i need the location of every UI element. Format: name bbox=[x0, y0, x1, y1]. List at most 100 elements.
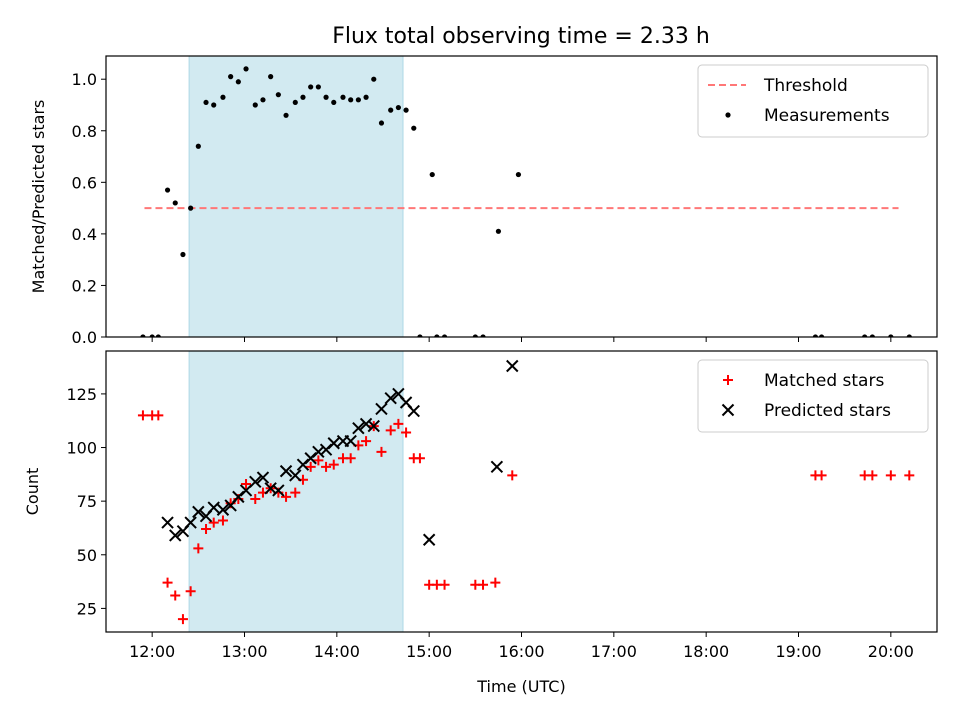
bottom-predicted-stars-point-6 bbox=[207, 501, 220, 514]
top-measurements-point-23 bbox=[323, 94, 329, 100]
bottom-predicted-stars-point-14 bbox=[272, 484, 285, 497]
bottom-matched-stars-point-19 bbox=[290, 487, 301, 498]
bottom-y-tick-label: 125 bbox=[66, 385, 97, 404]
top-measurements-point-24 bbox=[331, 99, 337, 106]
top-y-tick-label: 0.4 bbox=[72, 225, 97, 244]
top-measurements-point-19 bbox=[292, 99, 298, 106]
bottom-predicted-stars-point-11 bbox=[249, 475, 262, 489]
bottom-matched-stars-point-18 bbox=[281, 491, 292, 502]
top-measurements-point-45 bbox=[862, 334, 868, 337]
legend-predicted-stars-swatch bbox=[721, 403, 735, 417]
legend-label-matched-stars: Matched stars bbox=[764, 371, 884, 391]
bottom-matched-stars-point-2 bbox=[153, 410, 164, 421]
legend-label-threshold: Threshold bbox=[763, 76, 848, 96]
top-measurements-point-14 bbox=[252, 102, 258, 108]
top-measurements-point-36 bbox=[434, 334, 440, 337]
x-tick-label: 18:00 bbox=[683, 642, 729, 661]
top-measurements-point-35 bbox=[417, 334, 423, 337]
top-measurements-point-4 bbox=[172, 200, 178, 206]
bottom-legend: Matched stars Predicted stars bbox=[697, 359, 929, 433]
top-measurements-point-9 bbox=[211, 102, 217, 108]
bottom-matched-stars-point-44 bbox=[816, 470, 827, 481]
top-measurements-point-34 bbox=[411, 125, 417, 131]
bottom-matched-stars-point-7 bbox=[193, 543, 204, 554]
top-measurements-point-0 bbox=[140, 334, 146, 337]
bottom-matched-stars-point-8 bbox=[201, 524, 212, 535]
top-measurements-point-2 bbox=[155, 334, 161, 337]
legend-measurements-swatch bbox=[725, 112, 731, 118]
top-measurements-point-10 bbox=[220, 94, 226, 100]
bottom-matched-stars-point-13 bbox=[241, 478, 252, 489]
bottom-predicted-stars-point-33 bbox=[490, 460, 504, 474]
top-measurements-point-38 bbox=[472, 334, 478, 337]
x-tick-label: 17:00 bbox=[591, 642, 637, 661]
top-measurements-point-47 bbox=[888, 334, 894, 337]
top-measurements-point-33 bbox=[403, 107, 409, 113]
x-tick-label: 13:00 bbox=[221, 642, 267, 661]
top-measurements-point-42 bbox=[429, 171, 435, 178]
bottom-matched-stars-point-6 bbox=[185, 586, 196, 597]
x-tick-label: 19:00 bbox=[775, 642, 821, 661]
top-measurements-point-22 bbox=[315, 84, 321, 90]
top-measurements-point-15 bbox=[260, 97, 266, 103]
top-y-tick-label: 1.0 bbox=[72, 70, 97, 89]
top-measurements-point-13 bbox=[243, 66, 249, 72]
bottom-matched-stars-point-0 bbox=[137, 410, 148, 421]
bottom-predicted-stars-point-3 bbox=[184, 516, 197, 529]
top-measurements-point-7 bbox=[195, 143, 201, 149]
x-tick-label: 15:00 bbox=[406, 642, 452, 661]
top-measurements-point-28 bbox=[363, 94, 369, 100]
bottom-predicted-stars-point-16 bbox=[289, 469, 302, 482]
bottom-panel: 12:00 13:00 14:00 15:00 16:00 17:00 18:00 19:00… bbox=[23, 350, 938, 696]
top-y-tick-label: 0.2 bbox=[72, 276, 97, 295]
top-legend: Threshold Measurements bbox=[697, 64, 929, 138]
bottom-predicted-stars-point-26 bbox=[367, 419, 380, 433]
top-measurements-point-48 bbox=[906, 334, 912, 337]
bottom-predicted-stars-point-19 bbox=[312, 445, 325, 459]
bottom-predicted-stars-point-24 bbox=[352, 422, 365, 435]
legend-matched-stars-swatch bbox=[723, 375, 733, 385]
bottom-matched-stars-point-22 bbox=[313, 455, 324, 466]
bottom-matched-stars-point-24 bbox=[328, 459, 339, 470]
top-measurements-point-12 bbox=[235, 79, 241, 85]
top-measurements-point-17 bbox=[275, 92, 281, 98]
top-y-tick-label: 0.0 bbox=[72, 328, 97, 347]
bottom-predicted-stars-point-12 bbox=[256, 471, 270, 484]
bottom-predicted-stars-point-27 bbox=[375, 402, 388, 416]
bottom-predicted-stars-point-31 bbox=[407, 404, 420, 418]
x-tick-label: 14:00 bbox=[314, 642, 360, 661]
bottom-y-tick-label: 50 bbox=[77, 546, 97, 565]
top-measurements-point-43 bbox=[812, 334, 819, 337]
bottom-matched-stars-point-4 bbox=[170, 590, 181, 601]
bottom-predicted-stars-point-21 bbox=[327, 437, 340, 450]
top-measurements-point-21 bbox=[308, 84, 314, 90]
bottom-matched-stars-point-21 bbox=[305, 461, 316, 472]
bottom-predicted-stars-point-15 bbox=[279, 464, 293, 478]
top-measurements-point-44 bbox=[818, 334, 825, 337]
top-measurements-point-32 bbox=[395, 104, 401, 111]
bottom-predicted-stars-point-13 bbox=[264, 482, 277, 495]
bottom-matched-stars-point-28 bbox=[361, 436, 372, 447]
top-y-axis-label: Matched/Predicted stars bbox=[29, 100, 48, 294]
bottom-matched-stars-point-3 bbox=[162, 577, 173, 588]
bottom-matched-stars-point-40 bbox=[478, 579, 489, 590]
bottom-predicted-stars-point-28 bbox=[384, 391, 397, 405]
bottom-legend-box bbox=[697, 359, 929, 433]
bottom-matched-stars-point-14 bbox=[250, 494, 261, 505]
top-measurements-point-40 bbox=[495, 228, 502, 234]
bottom-matched-stars-point-42 bbox=[507, 470, 518, 481]
bottom-predicted-stars-point-1 bbox=[169, 529, 182, 542]
top-panel: 0.0 0.2 0.4 0.6 0.8 1.0 Matched/Predicted star… bbox=[29, 55, 938, 347]
top-y-tick-label: 0.8 bbox=[72, 122, 97, 141]
bottom-predicted-stars-point-23 bbox=[344, 434, 357, 448]
bottom-matched-stars-point-41 bbox=[490, 577, 501, 588]
bottom-matched-stars-point-5 bbox=[177, 614, 188, 625]
top-measurements-point-1 bbox=[149, 334, 155, 337]
x-tick-label: 20:00 bbox=[868, 642, 914, 661]
top-measurements-point-25 bbox=[340, 94, 346, 100]
bottom-matched-stars-point-32 bbox=[393, 418, 404, 429]
top-measurements-point-5 bbox=[180, 251, 186, 258]
top-measurements-point-39 bbox=[480, 334, 486, 337]
bottom-matched-stars-point-38 bbox=[439, 579, 450, 590]
